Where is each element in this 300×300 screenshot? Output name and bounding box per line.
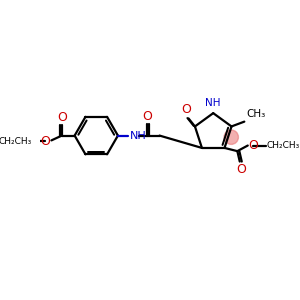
Text: CH₂CH₃: CH₂CH₃ [267, 141, 300, 150]
Text: CH₃: CH₃ [247, 109, 266, 119]
Text: O: O [57, 111, 67, 124]
Text: O: O [142, 110, 152, 123]
Text: O: O [40, 135, 50, 148]
Text: O: O [181, 103, 191, 116]
Text: O: O [249, 139, 258, 152]
Text: NH: NH [206, 98, 221, 107]
Circle shape [224, 130, 238, 144]
Text: O: O [236, 163, 246, 176]
Text: CH₂CH₃: CH₂CH₃ [0, 137, 32, 146]
Text: NH: NH [130, 130, 147, 141]
